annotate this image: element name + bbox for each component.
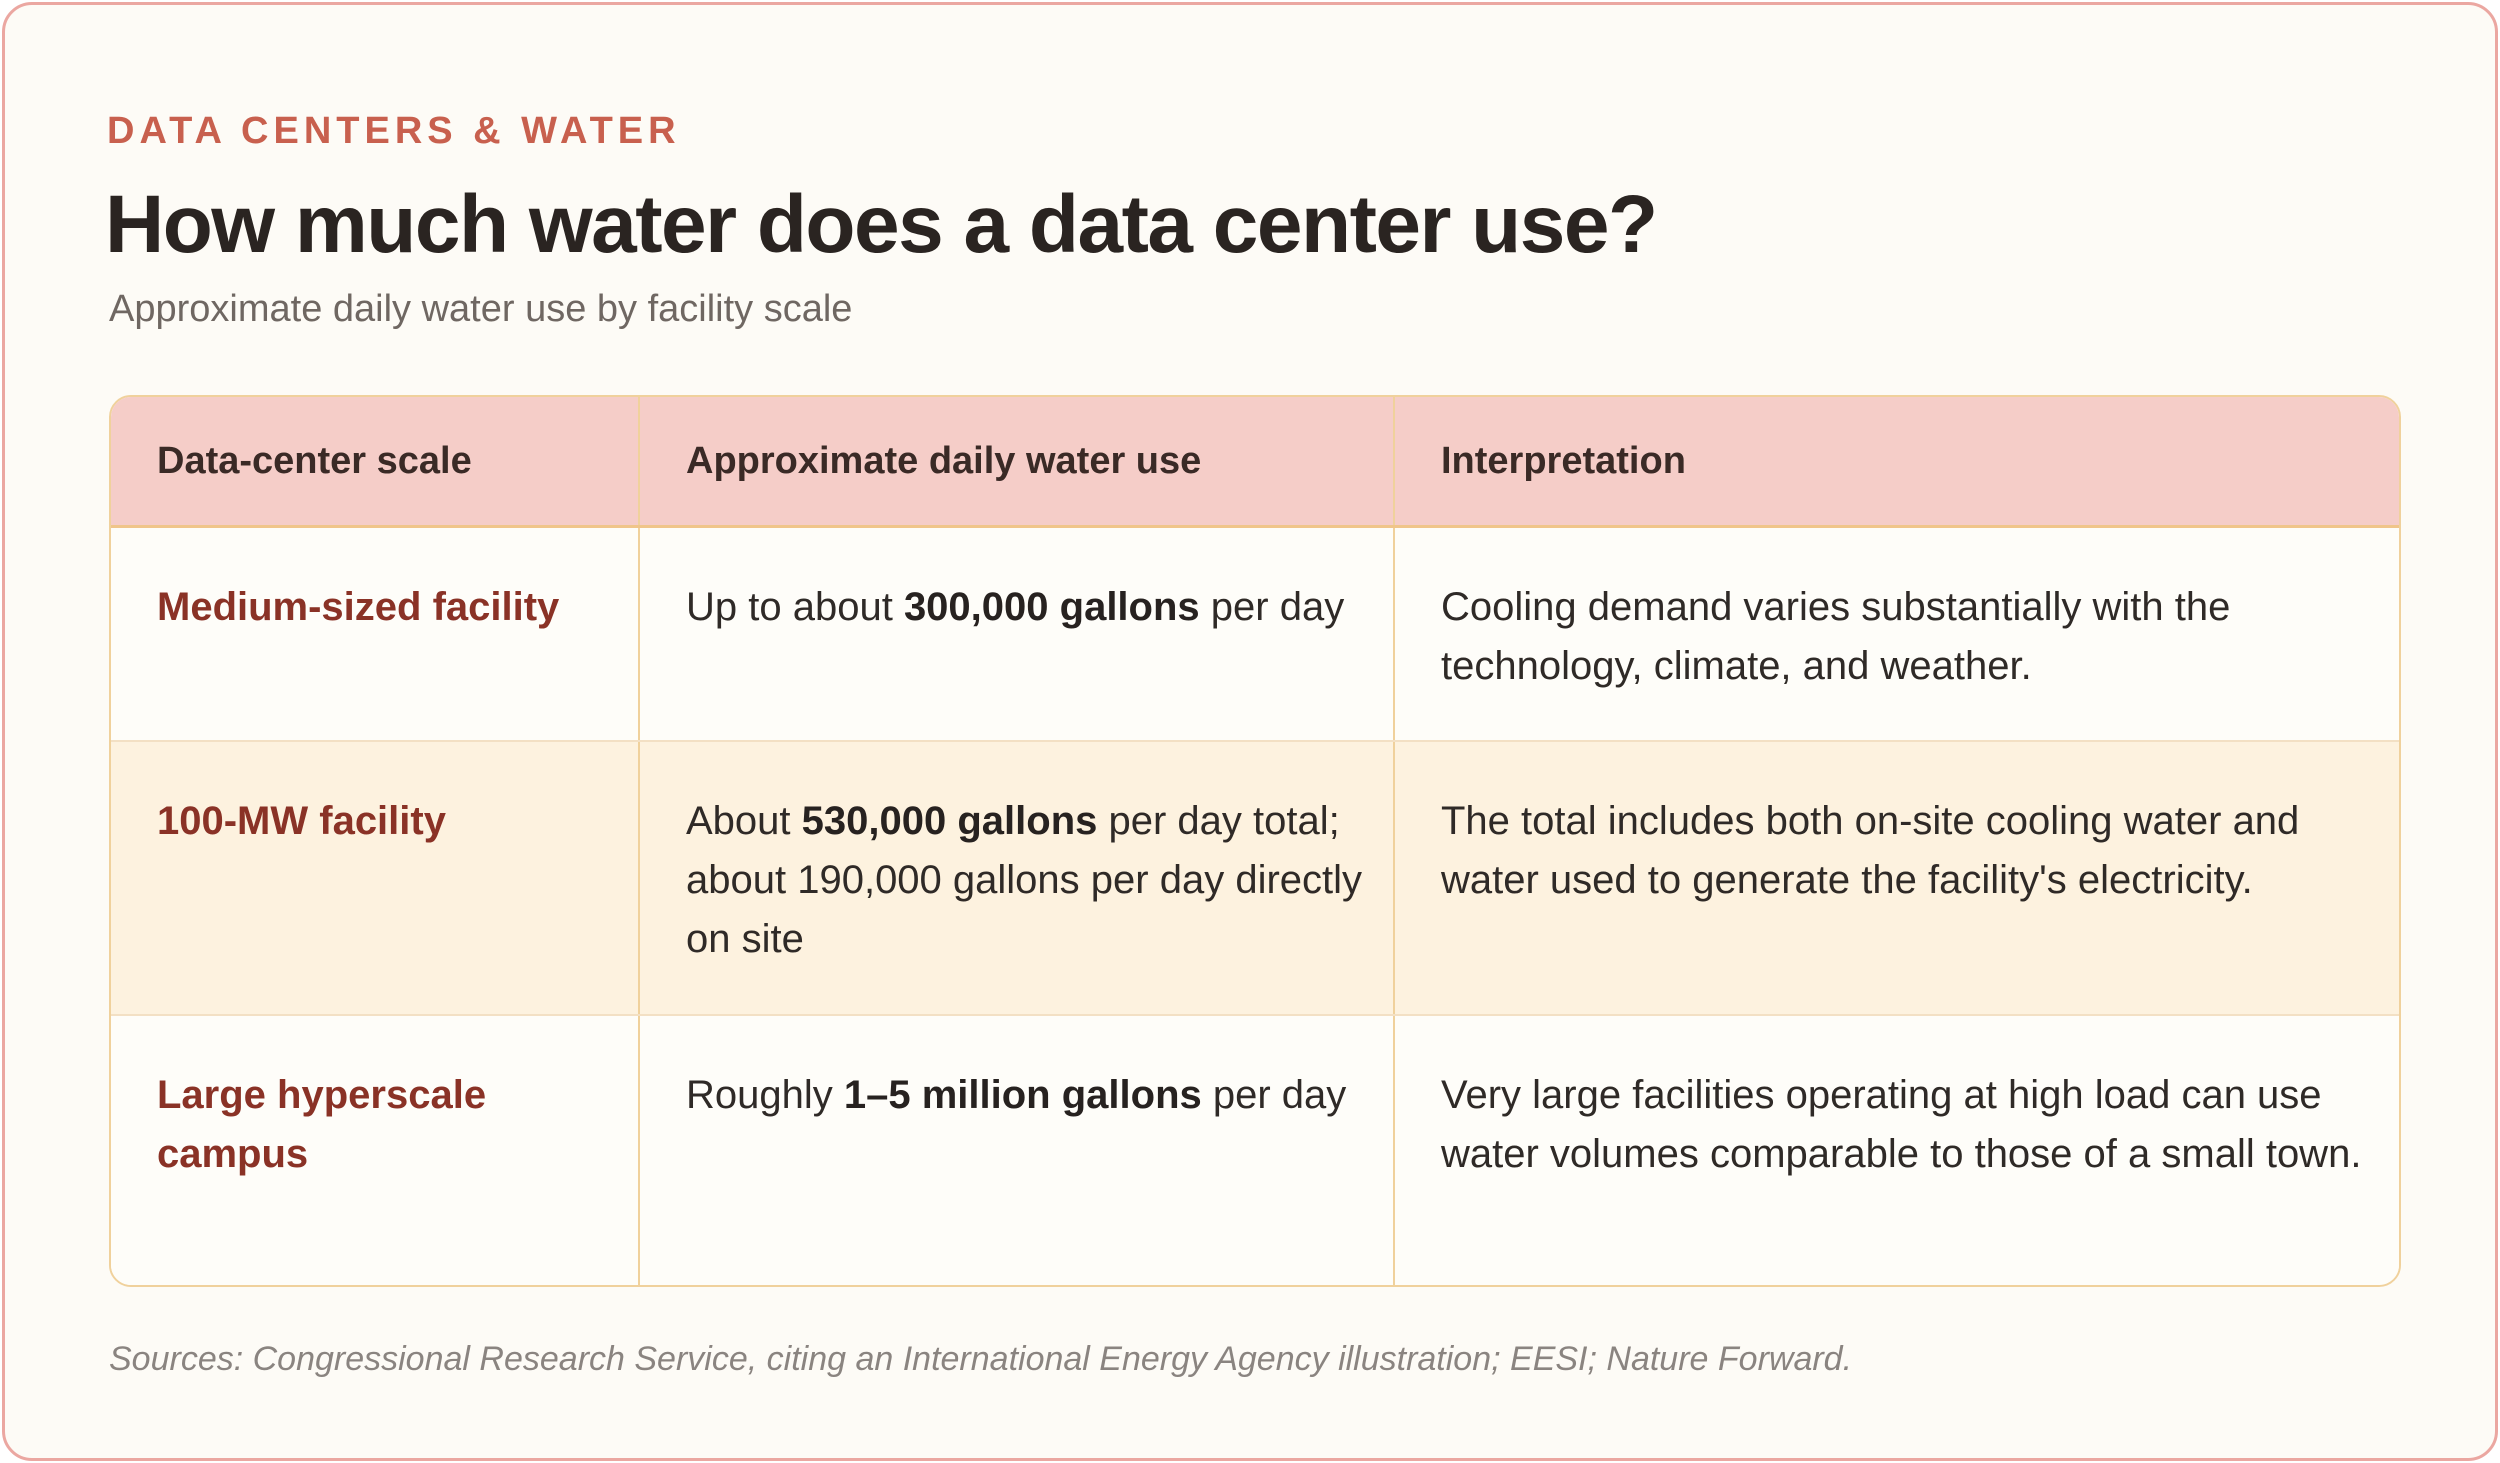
column-header-interpretation: Interpretation [1394,397,2399,528]
table-row: 100-MW facility About 530,000 gallons pe… [111,741,2399,1016]
daily-use-amount: 530,000 gallons [801,799,1098,843]
scale-cell: Large hyperscale campus [111,1015,640,1285]
daily-use-text: Roughly [686,1073,844,1117]
water-use-table: Data-center scale Approximate daily wate… [109,395,2401,1287]
daily-use-amount: 1–5 million gallons [843,1073,1202,1117]
scale-cell: Medium-sized facility [111,526,640,742]
daily-use-cell: Roughly 1–5 million gallons per day [639,1015,1395,1285]
daily-use-text: per day [1201,1073,1347,1117]
page-title: How much water does a data center use? [105,179,1658,270]
daily-use-cell: Up to about 300,000 gallons per day [639,526,1395,742]
column-header-scale: Data-center scale [111,397,640,528]
table-row: Large hyperscale campus Roughly 1–5 mill… [111,1015,2399,1285]
sources-note: Sources: Congressional Research Service,… [109,1340,1853,1378]
table-row: Medium-sized facility Up to about 300,00… [111,526,2399,742]
daily-use-text: Up to about [686,584,904,629]
daily-use-cell: About 530,000 gallons per day total; abo… [639,741,1395,1016]
page-subtitle: Approximate daily water use by facility … [109,288,853,330]
interpretation-cell: Very large facilities operating at high … [1441,1073,2362,1176]
eyebrow-label: DATA CENTERS & WATER [107,110,681,152]
daily-use-text: per day total; about 190,000 gallons per… [686,799,1363,961]
daily-use-text: About [686,799,802,843]
daily-use-amount: 300,000 gallons [903,584,1200,629]
scale-cell: 100-MW facility [111,741,640,1016]
table-header-row: Data-center scale Approximate daily wate… [111,397,2399,528]
daily-use-text: per day [1199,584,1345,629]
column-header-daily-use: Approximate daily water use [639,397,1395,528]
interpretation-cell: Cooling demand varies substantially with… [1394,526,2399,742]
interpretation-cell: The total includes both on-site cooling … [1394,741,2399,1016]
